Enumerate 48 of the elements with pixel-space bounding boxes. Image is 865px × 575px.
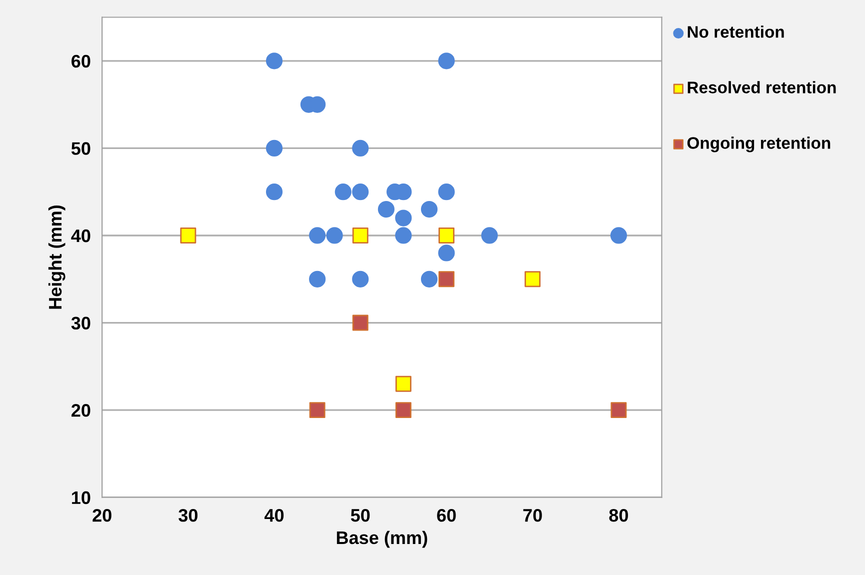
point (266, 52, 283, 70)
point (438, 244, 455, 262)
x-tick-label: 30 (178, 508, 198, 522)
point (524, 271, 541, 288)
point (352, 228, 368, 244)
point (420, 201, 438, 218)
y-tick-label: 50 (71, 142, 90, 155)
point (352, 314, 368, 331)
y-tick-label: 10 (72, 491, 90, 504)
x-tick-label: 40 (264, 508, 284, 522)
x-tick-label: 50 (350, 508, 370, 522)
x-tick-label: 80 (609, 508, 628, 522)
point (378, 201, 395, 218)
point (395, 210, 412, 226)
point (309, 227, 326, 244)
point (610, 227, 627, 244)
x-tick-label: 60 (437, 508, 456, 522)
point (395, 376, 412, 392)
point (610, 402, 627, 418)
point (438, 271, 454, 288)
point (438, 184, 455, 200)
point (395, 227, 412, 244)
point (395, 402, 412, 418)
point (266, 184, 283, 200)
point (352, 184, 369, 200)
point (352, 270, 369, 288)
point (438, 228, 454, 244)
point (309, 270, 326, 288)
legend-label: Ongoing retention (687, 136, 830, 152)
point (334, 184, 352, 200)
x-tick-label: 70 (523, 508, 542, 522)
point (438, 52, 455, 70)
y-tick-label: 20 (72, 404, 90, 417)
y-tick-label: 40 (71, 229, 90, 242)
point (481, 227, 498, 244)
point (420, 270, 438, 288)
point (326, 227, 343, 244)
point (309, 402, 326, 418)
legend-label: Resolved retention (688, 81, 836, 94)
y-tick-label: 30 (71, 316, 90, 330)
point (352, 140, 369, 156)
point (266, 140, 283, 156)
y-tick-label: 60 (72, 54, 90, 68)
x-axis-title: Base (mm) (336, 530, 428, 548)
point (180, 228, 196, 244)
legend-label: No retention (688, 26, 784, 38)
y-axis-title: Height (mm) (48, 206, 66, 309)
x-tick-label: 20 (92, 508, 112, 522)
